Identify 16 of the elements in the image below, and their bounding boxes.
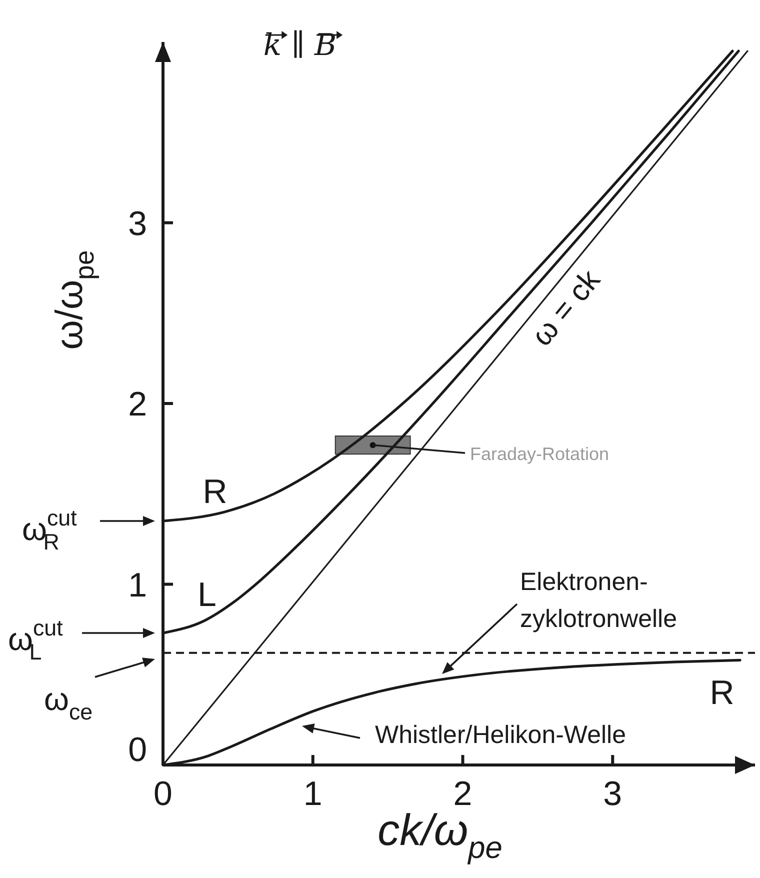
x-tick-label: 1: [303, 775, 322, 813]
series-label: R: [710, 674, 734, 712]
x-tick-label: 0: [154, 775, 172, 813]
text: ω$_{ce}$: [44, 681, 93, 725]
series-label: L: [198, 576, 216, 614]
y-tick-label: 1: [128, 566, 147, 604]
series-label: R: [202, 473, 228, 511]
text: ω = ck: [525, 263, 608, 352]
x-tick-label: 3: [603, 775, 622, 813]
annotation: Elektronen- zyklotronwelle: [520, 568, 678, 633]
annotation: Faraday-Rotation: [470, 444, 610, 464]
y-tick-label: 3: [128, 204, 147, 243]
annotation: Whistler/Helikon-Welle: [375, 721, 626, 749]
y-tick-label: 2: [128, 386, 147, 424]
y-tick-label: 0: [128, 731, 147, 769]
chart-title: k ∥ B: [263, 28, 337, 63]
